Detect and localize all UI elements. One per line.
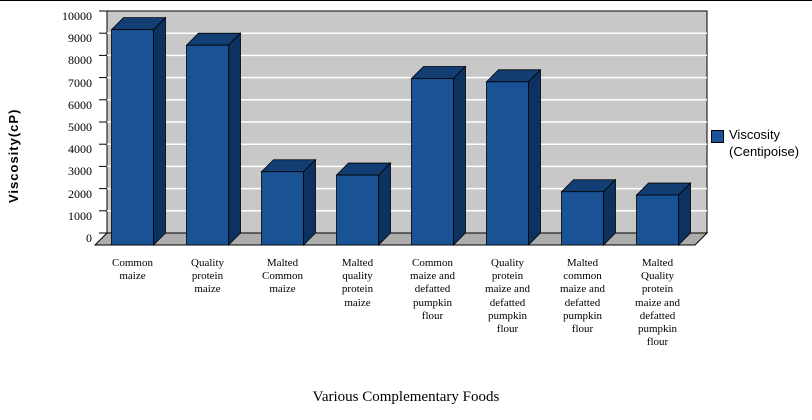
y-tick-label: 1000 — [68, 208, 92, 223]
y-tick-label: 9000 — [68, 31, 92, 46]
category-label: Common maize — [112, 257, 153, 283]
category-label: Quality protein maize and defatted pumpkin fl… — [485, 257, 530, 335]
y-tick-label: 5000 — [68, 120, 92, 134]
bar-side-face — [153, 16, 166, 246]
category-label: Quality protein maize — [191, 257, 224, 296]
category-label: Malted quality protein maize — [341, 257, 374, 309]
category-label: Malted common maize and defatted pumpkin flou… — [560, 257, 605, 335]
category-label: Malted Common maize — [262, 257, 303, 296]
y-tick-label: 8000 — [68, 53, 92, 68]
bar-side-face — [528, 68, 541, 246]
bar — [261, 171, 304, 246]
bar-side-face — [378, 162, 391, 246]
bar — [486, 81, 529, 246]
y-tick-label: 3000 — [68, 164, 92, 179]
bar-side-face — [303, 158, 316, 246]
bar-side-face — [453, 65, 466, 246]
bar — [336, 174, 379, 246]
y-tick-label: 6000 — [68, 97, 92, 112]
y-tick-label: 2000 — [68, 186, 92, 201]
legend-label-line-1: Viscosity — [729, 127, 781, 142]
y-tick-label: 4000 — [68, 142, 92, 157]
x-axis-title: Various Complementary Foods — [312, 389, 500, 405]
bar — [561, 191, 604, 246]
legend-label: Viscosity (Centipoise) — [729, 127, 799, 161]
bar-side-face — [603, 178, 616, 246]
y-axis-title: Viscosity(cP) — [6, 108, 21, 203]
y-tick-label: 7000 — [68, 75, 92, 90]
legend-swatch-icon — [711, 130, 724, 143]
category-label: Malted Quality protein maize and defatted pum… — [635, 257, 680, 349]
bar — [111, 29, 154, 246]
bar — [186, 44, 229, 246]
category-label: Common maize and defatted pumpkin flour — [410, 257, 455, 322]
bar — [411, 78, 454, 246]
legend-label-line-2: (Centipoise) — [729, 143, 800, 159]
bar-side-face — [228, 32, 241, 246]
y-tick-label: 10000 — [62, 9, 92, 23]
legend: Viscosity (Centipoise) — [711, 127, 799, 161]
y-tick-label: 0 — [86, 231, 92, 245]
bar — [636, 194, 679, 246]
